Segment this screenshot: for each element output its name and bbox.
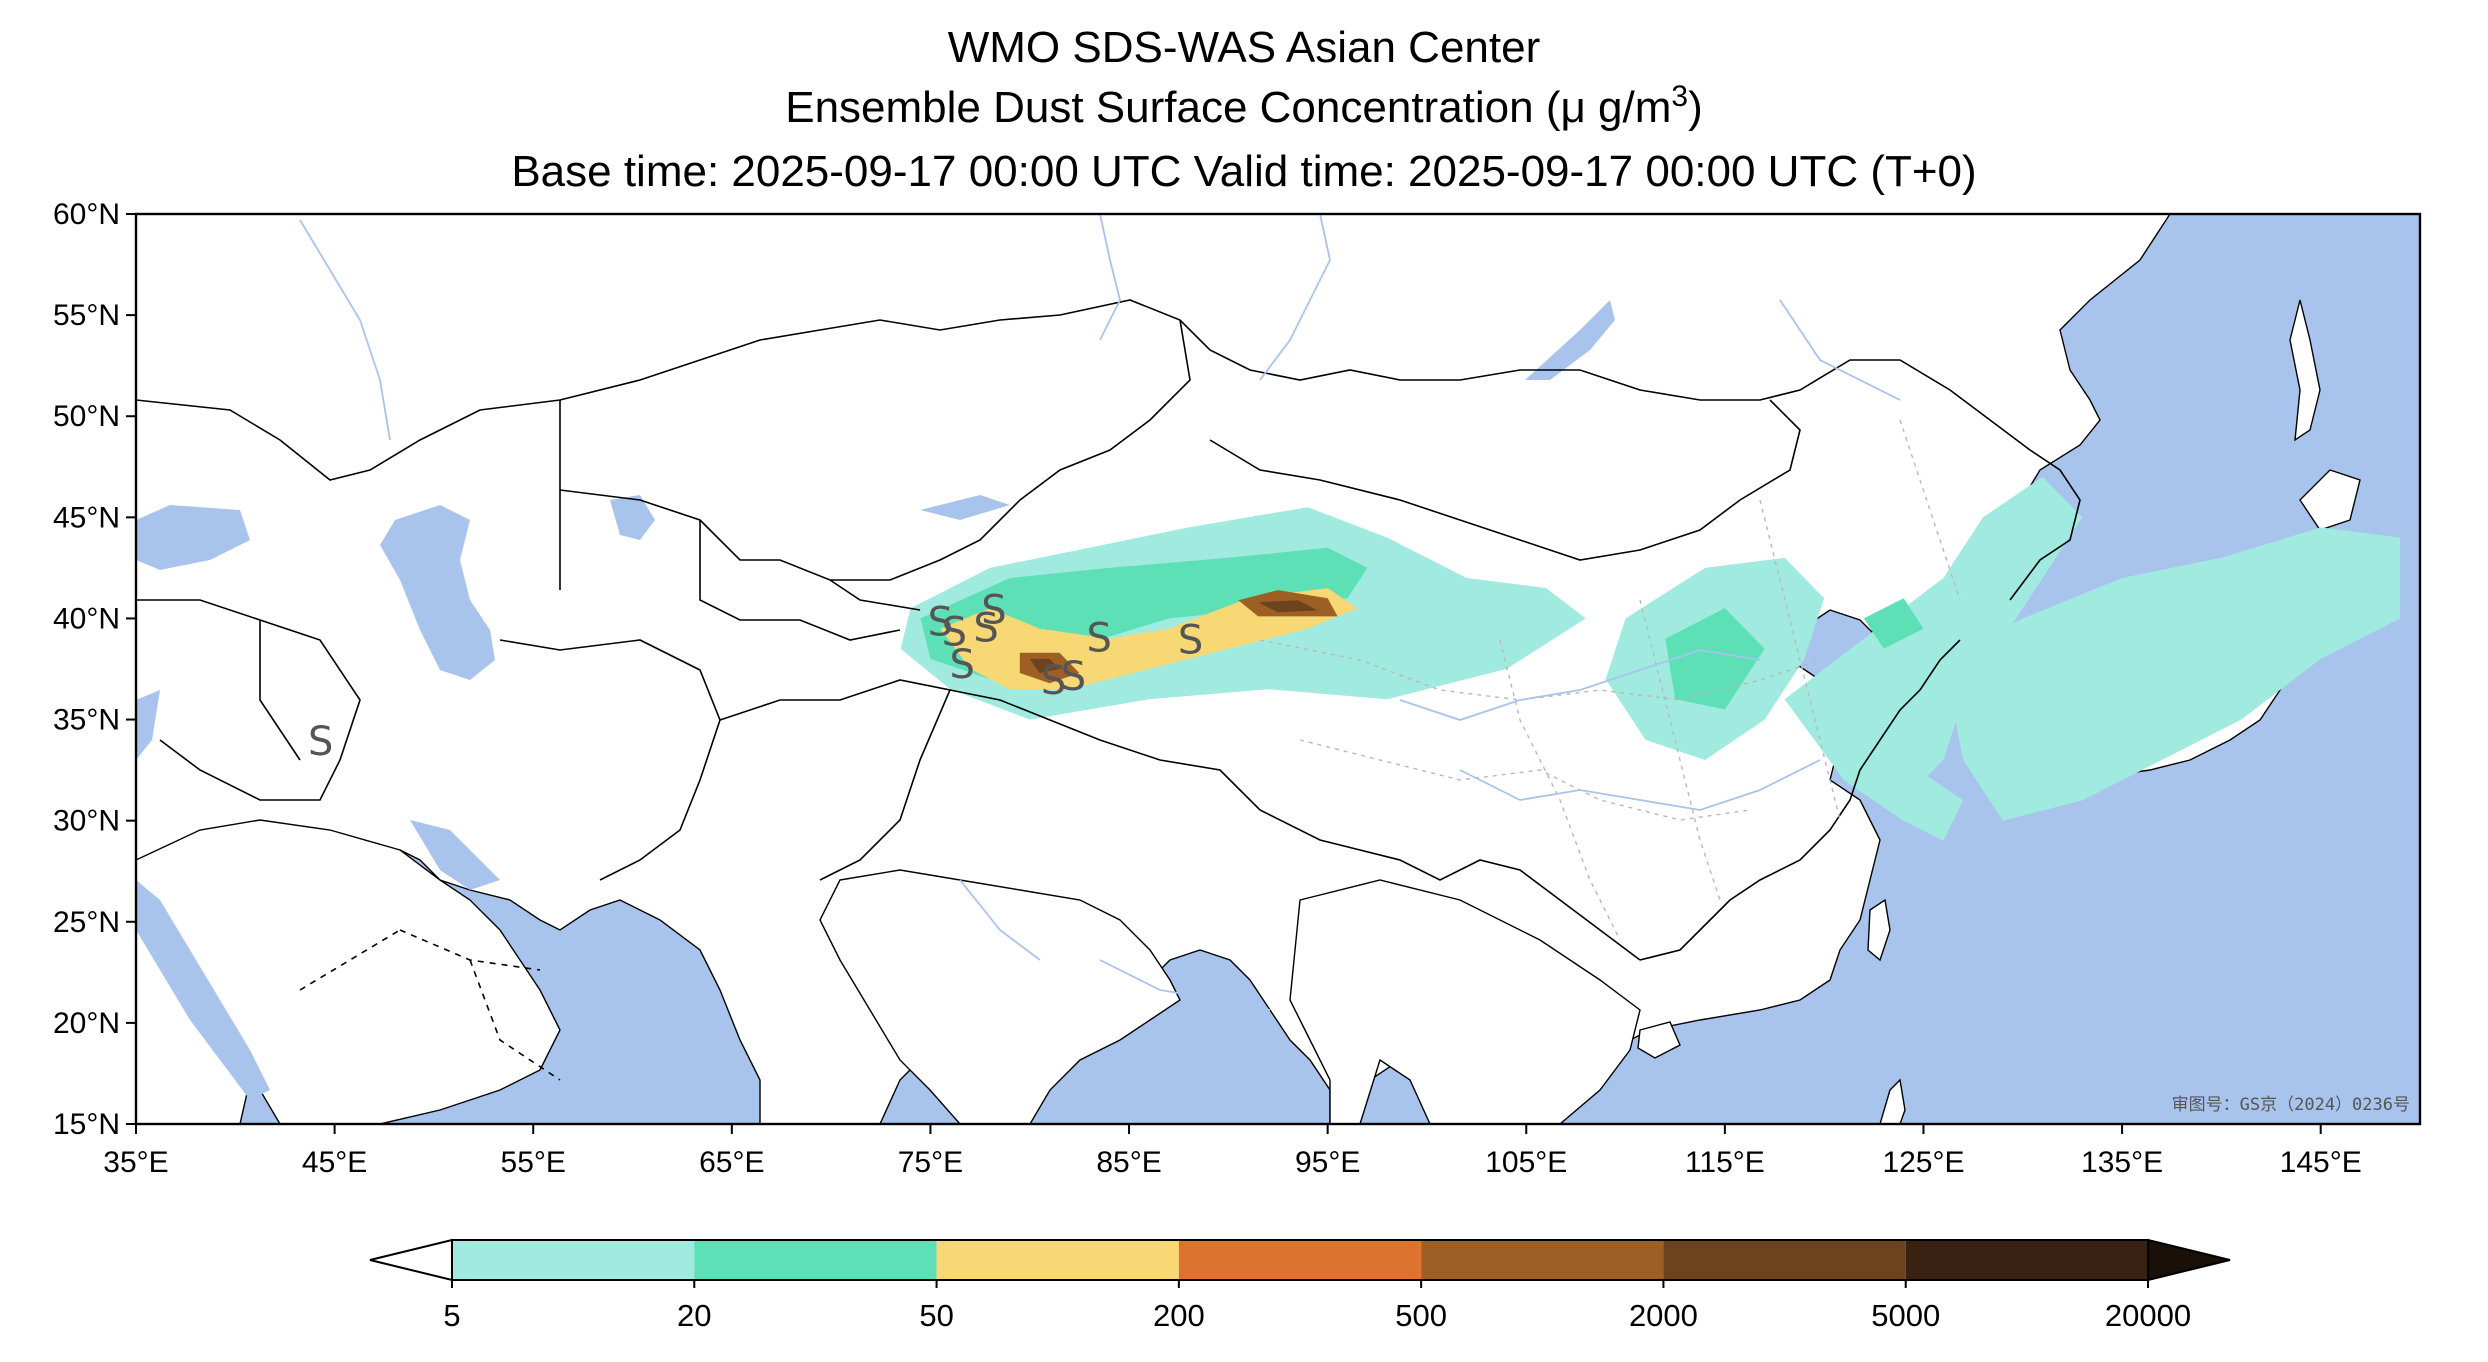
land-taiwan <box>1867 898 1891 962</box>
subtitle-close: ) <box>1688 83 1703 132</box>
colorbar-tick-label: 5 <box>443 1298 460 1333</box>
lake-balkhash <box>920 495 1010 520</box>
lon-tick-label: 65°E <box>699 1146 764 1179</box>
aral-sea <box>610 495 655 540</box>
persian-gulf <box>410 820 500 890</box>
land-india <box>819 869 1181 1124</box>
border-russia-south <box>136 299 2081 601</box>
lake-baikal <box>1525 300 1615 380</box>
colorbar-tick-label: 5000 <box>1871 1298 1940 1333</box>
subtitle-unit-exponent: 3 <box>1671 80 1689 113</box>
lat-tick-label: 45°N <box>53 501 120 534</box>
dust-contour-level-1 <box>1863 598 1924 649</box>
map-frame <box>134 212 2422 1126</box>
lon-tick-label: 35°E <box>103 1146 168 1179</box>
border-kazakhstan-china <box>889 319 1191 581</box>
colorbar-over-arrow <box>2147 1238 2231 1282</box>
lon-tick-label: 115°E <box>1685 1146 1765 1179</box>
lat-tick-label: 30°N <box>53 805 120 838</box>
dust-contour-level-0 <box>1844 760 1964 841</box>
lat-tick-label: 20°N <box>53 1007 120 1040</box>
lat-tick-label: 55°N <box>53 299 120 332</box>
border-arabia-dashed <box>299 929 561 1081</box>
dust-source-marker: S <box>1061 654 1086 700</box>
border-china-east <box>1639 639 1961 961</box>
map-time-info: Base time: 2025-09-17 00:00 UTC Valid ti… <box>511 147 1977 196</box>
land-sakhalin <box>2289 299 2321 442</box>
land-hokkaido <box>2299 469 2361 531</box>
colorbar-segment <box>1905 1240 2148 1280</box>
dust-source-marker: S <box>981 587 1006 633</box>
lon-tick-label: 135°E <box>2081 1146 2163 1179</box>
map-title: WMO SDS-WAS Asian Center <box>947 23 1541 72</box>
lon-tick-label: 95°E <box>1295 1146 1360 1179</box>
latitude-axis: 60°N 55°N 50°N 45°N 40°N 35°N 30°N 25°N 20°N 15°N <box>53 198 136 1141</box>
longitude-axis: 35°E 45°E 55°E 65°E 75°E 85°E 95°E 105°E 115°E 12… <box>103 1124 2362 1179</box>
province-borders <box>1259 419 1961 941</box>
map-base <box>136 214 2420 1124</box>
lon-tick-label: 105°E <box>1485 1146 1567 1179</box>
black-sea <box>136 505 250 570</box>
lat-tick-label: 15°N <box>53 1108 120 1141</box>
red-sea <box>136 880 270 1100</box>
dust-source-markers: SS SSS SSS SS <box>308 587 1203 764</box>
colorbar-tick-label: 200 <box>1153 1298 1205 1333</box>
land-philippines <box>1879 1078 1906 1124</box>
colorbar-tick-label: 20000 <box>2105 1298 2191 1333</box>
lon-tick-label: 145°E <box>2280 1146 2362 1179</box>
dust-source-marker: S <box>1041 658 1066 704</box>
dust-contour-level-0 <box>1943 527 2401 821</box>
dust-source-marker: S <box>973 606 998 652</box>
lat-tick-label: 60°N <box>53 198 120 231</box>
colorbar-tick-label: 2000 <box>1629 1298 1698 1333</box>
colorbar-frame <box>451 1239 2149 1281</box>
lon-tick-label: 75°E <box>898 1146 963 1179</box>
subtitle-unit: μ g/m <box>1560 83 1672 132</box>
dust-contour-level-5 <box>1029 658 1060 673</box>
colorbar-segment <box>452 1240 695 1280</box>
colorbar-segment <box>694 1240 937 1280</box>
land-hainan <box>1637 1021 1681 1059</box>
dust-contour-level-0 <box>1784 476 2083 801</box>
colorbar-segment <box>1421 1240 1664 1280</box>
lon-tick-label: 125°E <box>1882 1146 1964 1179</box>
border-mongolia-china <box>1209 399 1801 561</box>
land-indochina <box>1289 879 1641 1124</box>
dust-contour-level-1 <box>1665 608 1765 710</box>
dust-source-marker: S <box>928 600 953 646</box>
colorbar-tick-label: 50 <box>919 1298 953 1333</box>
lat-tick-label: 40°N <box>53 602 120 635</box>
dust-contour-level-5 <box>1258 600 1318 613</box>
dust-source-marker: S <box>1087 616 1112 662</box>
colorbar-tick-label: 20 <box>677 1298 711 1333</box>
dust-source-marker: S <box>1178 618 1203 664</box>
mediterranean-east <box>136 690 160 760</box>
lat-tick-label: 25°N <box>53 906 120 939</box>
colorbar-under-arrow <box>369 1238 453 1282</box>
lon-tick-label: 55°E <box>501 1146 566 1179</box>
caspian-sea <box>380 505 495 680</box>
border-iraq-turkey <box>136 599 361 801</box>
colorbar-tick-label: 500 <box>1395 1298 1447 1333</box>
lon-tick-label: 45°E <box>302 1146 367 1179</box>
border-south-asia <box>949 689 1641 961</box>
colorbar-segment <box>936 1240 1179 1280</box>
colorbar: 5 20 50 200 500 2000 5000 20000 <box>369 1238 2231 1333</box>
subtitle-text: Ensemble Dust Surface Concentration ( <box>785 83 1561 132</box>
lat-tick-label: 50°N <box>53 400 120 433</box>
dust-source-marker: S <box>942 610 967 656</box>
lon-tick-label: 85°E <box>1096 1146 1161 1179</box>
map-subtitle: Ensemble Dust Surface Concentration (μ g… <box>0 80 2488 139</box>
dust-source-marker: S <box>308 719 333 765</box>
rivers <box>299 214 1901 1011</box>
lat-tick-label: 35°N <box>53 704 120 737</box>
colorbar-segment <box>1178 1240 1422 1280</box>
colorbar-segment <box>1663 1240 1906 1280</box>
dust-source-marker: S <box>950 642 975 688</box>
approval-stamp: 审图号：GS京（2024）0236号 <box>2172 1095 2410 1115</box>
country-borders <box>136 299 2081 1081</box>
border-central-asia <box>559 400 921 641</box>
dust-contours <box>900 476 2401 841</box>
